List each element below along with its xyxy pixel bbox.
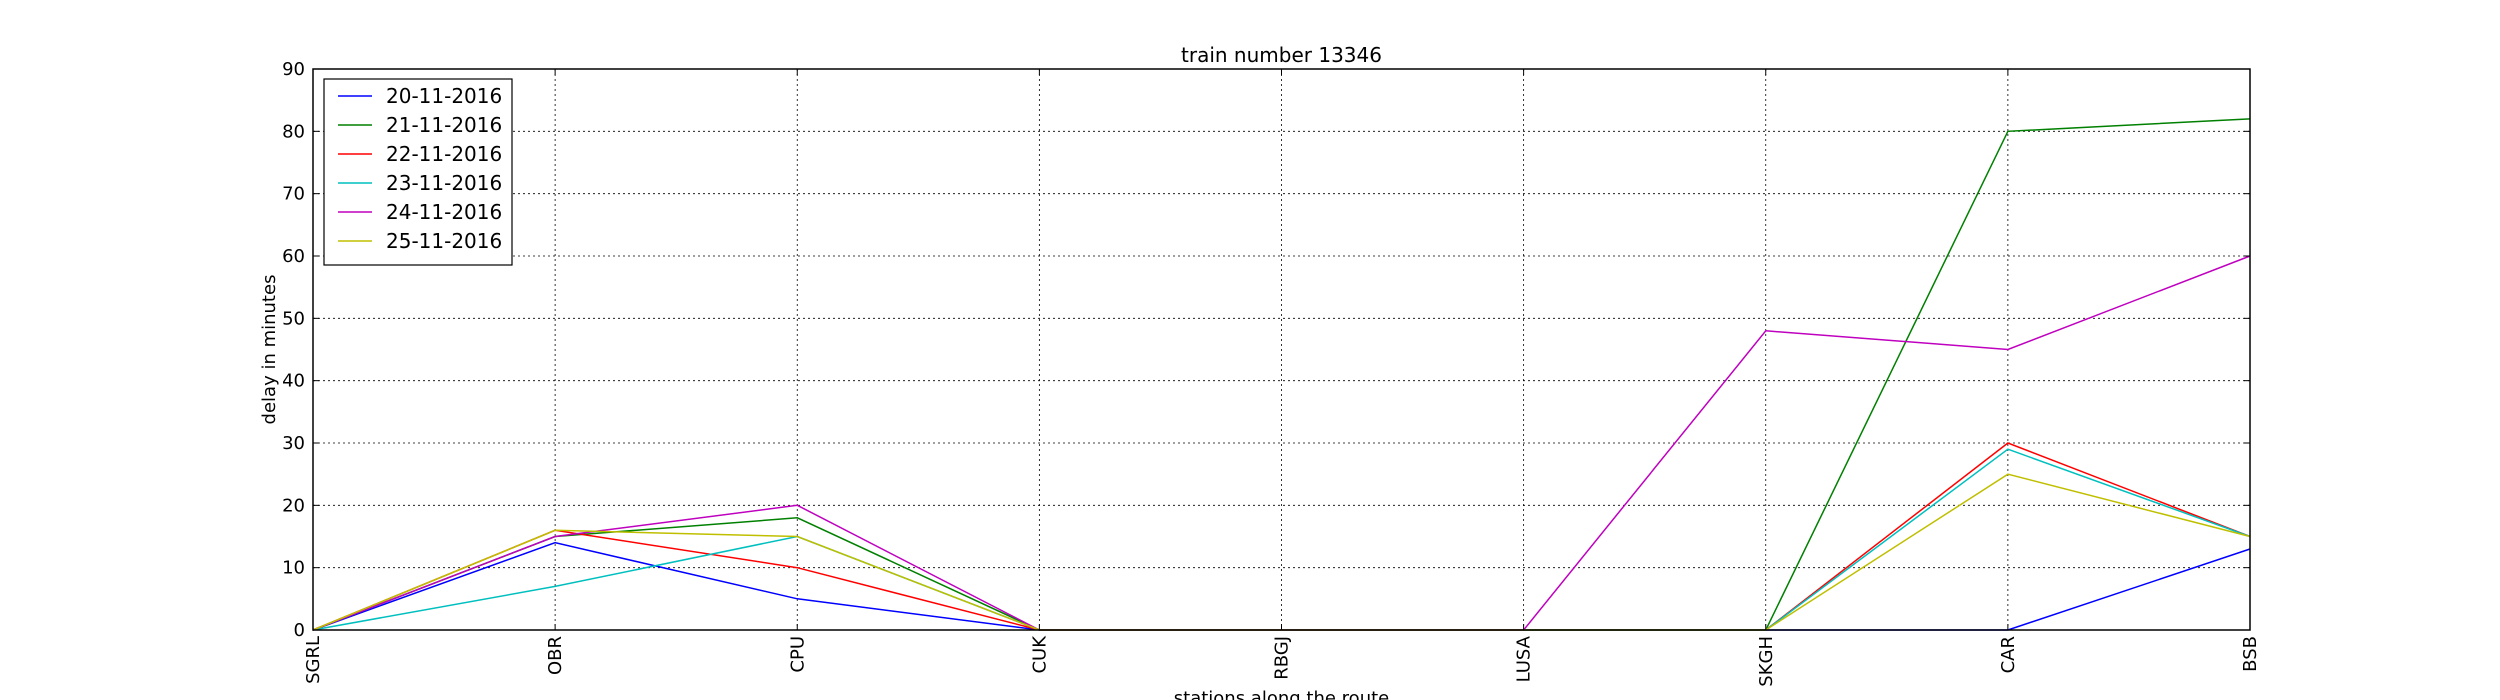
y-tick-label: 80 [282, 121, 305, 142]
legend-label: 25-11-2016 [386, 229, 502, 253]
chart-title: train number 13346 [1181, 43, 1382, 67]
legend-box [323, 78, 513, 266]
x-tick-label: LUSA [1514, 635, 1535, 682]
x-tick-label: SKGH [1756, 636, 1777, 687]
x-tick-label: CAR [1998, 636, 2019, 673]
y-tick-label: 90 [282, 59, 305, 80]
legend-label: 22-11-2016 [386, 142, 502, 166]
y-tick-label: 0 [294, 620, 305, 641]
x-tick-label: OBR [545, 636, 566, 675]
y-tick-label: 20 [282, 495, 305, 516]
y-tick-label: 40 [282, 371, 305, 392]
legend-label: 23-11-2016 [386, 171, 502, 195]
y-tick-label: 50 [282, 308, 305, 329]
legend-label: 21-11-2016 [386, 113, 502, 137]
legend-label: 20-11-2016 [386, 84, 502, 108]
x-tick-label: RBGJ [1272, 636, 1293, 680]
y-tick-label: 30 [282, 433, 305, 454]
y-tick-label: 10 [282, 558, 305, 579]
x-tick-label: SGRL [303, 636, 324, 684]
legend: 20-11-2016 21-11-2016 22-11-2016 23-11-2016… [323, 78, 513, 266]
y-tick-label: 60 [282, 246, 305, 267]
legend-label: 24-11-2016 [386, 200, 502, 224]
axis-ticks: 0 10 20 30 40 50 60 70 80 90 SGRL OBR CPU CUK RBGJ LUSA… [282, 59, 2261, 687]
x-axis-label: stations along the route [1174, 688, 1389, 700]
y-axis-label: delay in minutes [259, 275, 280, 425]
x-tick-label: CPU [787, 636, 808, 673]
x-tick-label: CUK [1029, 635, 1050, 674]
y-tick-label: 70 [282, 184, 305, 205]
x-tick-label: BSB [2240, 636, 2261, 672]
